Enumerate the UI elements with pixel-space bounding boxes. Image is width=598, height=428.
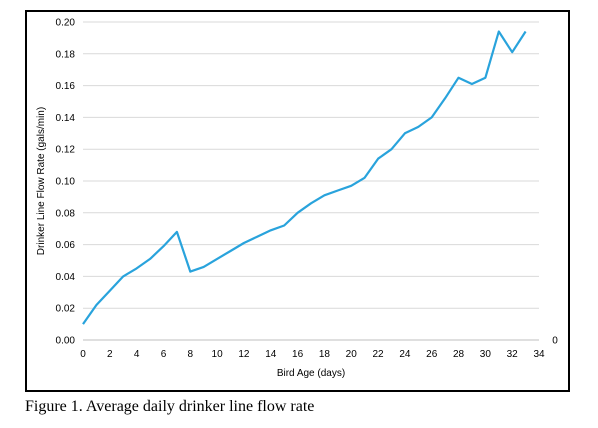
y-tick-label: 0.16 bbox=[56, 81, 76, 92]
x-tick-label: 2 bbox=[107, 349, 113, 360]
chart-frame: 0.00 0.02 0.04 0.06 0.08 0.10 0.12 0.14 0.16 0.18… bbox=[25, 10, 570, 392]
x-tick-label: 6 bbox=[161, 349, 167, 360]
x-tick-label: 12 bbox=[238, 349, 250, 360]
x-axis-title: Bird Age (days) bbox=[277, 368, 345, 379]
figure-caption: Figure 1. Average daily drinker line flo… bbox=[25, 398, 315, 415]
x-tick-label: 32 bbox=[507, 349, 519, 360]
x-tick-label: 14 bbox=[265, 349, 277, 360]
y-tick-label: 0.18 bbox=[56, 49, 76, 60]
x-tick-label: 28 bbox=[453, 349, 465, 360]
x-tick-label: 30 bbox=[480, 349, 492, 360]
x-tick-label: 26 bbox=[426, 349, 438, 360]
y-tick-label: 0.20 bbox=[56, 18, 76, 29]
x-tick-label: 8 bbox=[188, 349, 194, 360]
y-tick-label: 0.04 bbox=[56, 272, 76, 283]
x-tick-label: 22 bbox=[372, 349, 384, 360]
x-tick-label: 16 bbox=[292, 349, 304, 360]
y-tick-label: 0.08 bbox=[56, 208, 76, 219]
y-tick-label: 0.02 bbox=[56, 304, 76, 315]
x-tick-label: 0 bbox=[80, 349, 86, 360]
line-chart: 0.00 0.02 0.04 0.06 0.08 0.10 0.12 0.14 0.16 0.18… bbox=[36, 18, 558, 380]
x-tick-label: 4 bbox=[134, 349, 140, 360]
x-tick-label: 34 bbox=[533, 349, 545, 360]
x-tick-label: 20 bbox=[346, 349, 358, 360]
secondary-axis-zero-label: 0 bbox=[552, 336, 558, 347]
x-tick-label: 10 bbox=[212, 349, 224, 360]
y-tick-label: 0.06 bbox=[56, 240, 76, 251]
y-axis-title: Drinker Line Flow Rate (gals/min) bbox=[36, 107, 47, 255]
series-line bbox=[82, 30, 527, 325]
y-tick-label: 0.14 bbox=[56, 113, 76, 124]
x-tick-label: 18 bbox=[319, 349, 331, 360]
y-tick-label: 0.12 bbox=[56, 145, 76, 156]
y-tick-label: 0.00 bbox=[56, 336, 76, 347]
x-tick-label: 24 bbox=[399, 349, 411, 360]
y-tick-label: 0.10 bbox=[56, 177, 76, 188]
